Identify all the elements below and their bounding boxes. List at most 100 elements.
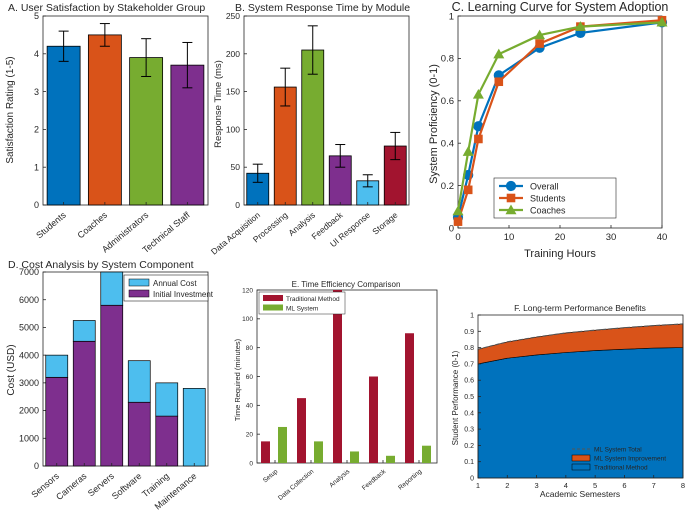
chart-c-ytick-label: 0.8 <box>441 54 454 65</box>
chart-c-legend-marker-overall <box>505 180 517 192</box>
chart-c-ytick-label: 0.4 <box>441 139 454 150</box>
chart-c-legend-marker-coaches <box>505 204 517 215</box>
chart-f-line-ml-system-total <box>477 323 684 350</box>
chart-e-ylabel: Time Required (minutes) <box>233 338 242 421</box>
chart-e-legend-label-ml-system: ML System <box>286 306 318 313</box>
chart-d-ytick-label: 7000 <box>19 267 39 277</box>
chart-d-ytick-label: 6000 <box>19 295 39 305</box>
chart-c-title: C. Learning Curve for System Adoption <box>452 0 669 14</box>
chart-f-ytick-label: 1 <box>470 312 474 319</box>
chart-f-ytick-label: 0.5 <box>464 394 474 401</box>
chart-c-point-students <box>474 134 483 144</box>
chart-c-point-students <box>494 77 504 87</box>
chart-c-legend-label-overall: Overall <box>530 182 559 192</box>
chart-c: 00.20.40.60.810 10 20 30 40OverallStudentsCo… <box>441 11 668 243</box>
chart-d-bar-sensors-initial-investment <box>45 376 69 467</box>
chart-e-title: E. Time Efficiency Comparison <box>292 280 401 289</box>
chart-c-xtick-label: 0 <box>455 232 460 243</box>
chart-e-ytick-label: 80 <box>246 345 254 352</box>
chart-a-ytick-label: 0 <box>34 200 39 210</box>
chart-b-ytick-label: 150 <box>226 87 240 97</box>
chart-f-ytick-label: 0 <box>470 475 474 482</box>
chart-e-legend-swatch-ml-system <box>263 304 283 311</box>
chart-e-bar-feedback-traditional-method <box>369 376 378 463</box>
chart-a-bar-students <box>46 45 81 206</box>
chart-f-xtick-label: 4 <box>564 481 568 490</box>
chart-c-point-coaches <box>493 48 505 59</box>
chart-e-ytick-label: 40 <box>246 403 254 410</box>
chart-e-bar-reporting-ml-system <box>422 445 431 463</box>
chart-b-ytick-label: 100 <box>226 124 240 134</box>
chart-d-legend-swatch-annual-cost <box>128 278 150 287</box>
chart-d-bar-cameras-annual-cost <box>72 320 96 342</box>
chart-c-xtick-label: 40 <box>657 232 668 243</box>
chart-b-ytick-label: 200 <box>226 49 240 59</box>
chart-e-ytick-label: 60 <box>246 374 254 381</box>
chart-c-ytick-label: 0.6 <box>441 96 454 107</box>
chart-c-point-coaches <box>452 205 464 216</box>
chart-e-legend-swatch-traditional-method <box>263 295 283 301</box>
chart-c-point-students <box>463 185 473 195</box>
chart-b-ylabel: Response Time (ms) <box>213 60 224 148</box>
chart-e-bar-reporting-traditional-method <box>405 333 414 463</box>
chart-f-title: F. Long-term Performance Benefits <box>514 303 646 313</box>
chart-c-ytick-label: 1 <box>449 11 454 22</box>
chart-c-point-coaches <box>534 29 546 40</box>
chart-c-ylabel: System Proficiency (0-1) <box>428 64 440 184</box>
chart-c-xlabel: Training Hours <box>524 248 596 260</box>
chart-c-legend-label-coaches: Coaches <box>530 206 566 216</box>
chart-b-ytick-label: 0 <box>235 200 240 210</box>
chart-d-bar-software-initial-investment <box>127 401 151 467</box>
chart-f-ytick-label: 0.6 <box>464 378 474 385</box>
chart-e-bar-data-collection-traditional-method <box>297 398 306 463</box>
chart-c-point-students <box>453 217 463 226</box>
chart-c-ytick-label: 0.2 <box>441 181 454 192</box>
chart-e-bar-data-collection-ml-system <box>314 441 323 463</box>
chart-e-bar-setup-ml-system <box>278 426 287 463</box>
chart-d-axes-box <box>42 271 209 467</box>
chart-f-ytick-label: 0.2 <box>464 443 474 450</box>
chart-b-axes-box <box>243 15 410 206</box>
chart-f-legend-swatch-ml-system-improvement <box>571 454 591 462</box>
chart-b-title: B. System Response Time by Module <box>235 2 410 14</box>
chart-c-legend-marker-students <box>506 193 516 203</box>
chart-e-bar-analysis-traditional-method <box>333 290 342 463</box>
chart-b-ytick-label: 50 <box>231 162 241 172</box>
chart-f-xlabel: Academic Semesters <box>540 489 620 499</box>
chart-c-point-students <box>535 39 544 48</box>
chart-d-bar-servers-initial-investment <box>100 304 124 467</box>
chart-a-title: A. User Satisfaction by Stakeholder Grou… <box>8 2 205 14</box>
chart-e-bar-feedback-ml-system <box>386 455 395 463</box>
chart-d-title: D. Cost Analysis by System Component <box>8 259 194 271</box>
chart-f: 0 0.1 0.2 0.3 0.4 0.5 0.6 0.7 0.8 0.9 1 1 2 3 4 5 6 7 8 ML … <box>464 312 685 490</box>
chart-c-point-coaches <box>656 16 668 27</box>
chart-f-legend-label-traditional-method: Traditional Method <box>594 465 648 472</box>
chart-a-ylabel: Satisfaction Rating (1-5) <box>5 56 16 163</box>
chart-e-ytick-label: 120 <box>242 287 253 294</box>
chart-a-ytick-label: 5 <box>34 11 39 21</box>
chart-f-ytick-label: 0.7 <box>464 361 474 368</box>
chart-f-xtick-label: 2 <box>505 481 509 490</box>
chart-a-bar-administrators <box>129 57 164 206</box>
chart-e-ytick-label: 20 <box>246 431 254 438</box>
chart-f-legend-swatch-traditional-method <box>571 463 591 471</box>
chart-f-ytick-label: 0.9 <box>464 329 474 336</box>
chart-f-legend-label-ml-system-improvement: ML System Improvement <box>594 456 666 463</box>
chart-f-xtick-label: 7 <box>652 481 656 490</box>
chart-d-ytick-label: 3000 <box>19 378 39 388</box>
chart-f-ytick-label: 0.3 <box>464 427 474 434</box>
chart-d-legend-label-initial-investment: Initial Investment <box>153 290 214 299</box>
chart-c-ytick-label: 0 <box>449 223 454 234</box>
chart-d-ytick-label: 4000 <box>19 350 39 360</box>
chart-d-bar-cameras-initial-investment <box>72 340 96 467</box>
chart-c-xtick-label: 20 <box>555 232 566 243</box>
chart-d-bar-sensors-annual-cost <box>45 354 69 378</box>
chart-d-ytick-label: 5000 <box>19 323 39 333</box>
chart-d-bar-software-annual-cost <box>127 360 151 403</box>
chart-f-ytick-label: 0.4 <box>464 410 474 417</box>
chart-f-ytick-label: 0.8 <box>464 345 474 352</box>
chart-b-ytick-label: 250 <box>226 11 240 21</box>
chart-a-ytick-label: 3 <box>34 87 39 97</box>
chart-f-legend-label-ml-system-total: ML System Total <box>594 447 642 454</box>
